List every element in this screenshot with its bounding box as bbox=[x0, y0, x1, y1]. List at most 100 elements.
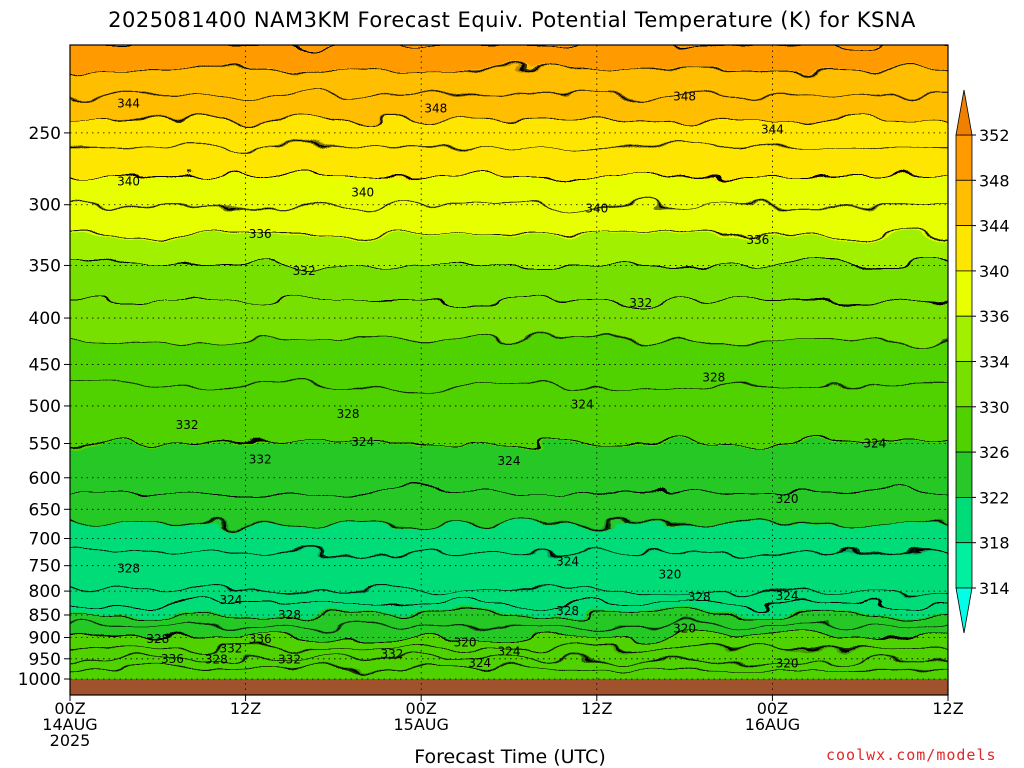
field-band bbox=[70, 225, 948, 230]
y-tick-label: 300 bbox=[29, 196, 61, 216]
field-band bbox=[70, 297, 948, 302]
field-band bbox=[70, 501, 948, 506]
field-band bbox=[70, 493, 948, 498]
contour-label: 324 bbox=[351, 435, 374, 449]
field-band bbox=[70, 125, 948, 130]
contour-label: 336 bbox=[746, 233, 769, 247]
field-band bbox=[70, 377, 948, 382]
x-tick-label: 2025 bbox=[50, 731, 91, 750]
contour-label: 320 bbox=[776, 657, 799, 671]
field-band bbox=[70, 169, 948, 174]
field-band bbox=[70, 285, 948, 290]
y-tick-label: 950 bbox=[29, 650, 61, 670]
field-band bbox=[70, 533, 948, 538]
field-band bbox=[70, 485, 948, 490]
field-band bbox=[70, 321, 948, 326]
y-tick-label: 900 bbox=[29, 628, 61, 648]
field-band bbox=[70, 457, 948, 462]
field-band bbox=[70, 253, 948, 258]
contour-label: 328 bbox=[278, 608, 301, 622]
field-band bbox=[70, 405, 948, 410]
field-band bbox=[70, 89, 948, 94]
colorbar-segment bbox=[955, 496, 973, 544]
field-band bbox=[70, 513, 948, 518]
field-band bbox=[70, 521, 948, 526]
contour-label: 344 bbox=[761, 123, 784, 137]
x-tick-label: 15AUG bbox=[393, 715, 448, 734]
contour-label: 324 bbox=[220, 593, 243, 607]
colorbar-label: 330 bbox=[979, 398, 1010, 417]
y-tick-label: 850 bbox=[29, 606, 61, 626]
contour-label: 344 bbox=[117, 96, 140, 110]
x-tick-label: 00Z bbox=[54, 699, 85, 718]
contour-label: 324 bbox=[571, 397, 594, 411]
colorbar-label: 340 bbox=[979, 262, 1010, 281]
field-band bbox=[70, 121, 948, 126]
field-band bbox=[70, 117, 948, 122]
field-band bbox=[70, 109, 948, 114]
field-band bbox=[70, 97, 948, 102]
y-tick-label: 800 bbox=[29, 582, 61, 602]
colorbar-segment bbox=[955, 451, 973, 498]
field-band bbox=[70, 57, 948, 62]
field-band bbox=[70, 81, 948, 86]
field-band bbox=[70, 461, 948, 466]
field-band bbox=[70, 249, 948, 254]
field-band bbox=[70, 581, 948, 586]
plot-area bbox=[50, 25, 968, 695]
contour-label: 336 bbox=[249, 632, 272, 646]
field-band bbox=[70, 305, 948, 310]
x-tick-label: 00Z bbox=[757, 699, 788, 718]
y-tick-label: 450 bbox=[29, 355, 61, 375]
field-band bbox=[70, 373, 948, 378]
field-band bbox=[70, 333, 948, 338]
field-band bbox=[70, 317, 948, 322]
colorbar-segment bbox=[955, 225, 973, 272]
contour-label: 320 bbox=[454, 636, 477, 650]
field-band bbox=[70, 577, 948, 582]
field-band bbox=[70, 189, 948, 194]
field-band bbox=[70, 525, 948, 530]
field-band bbox=[50, 25, 968, 30]
field-band bbox=[70, 553, 948, 558]
field-band bbox=[70, 633, 948, 638]
field-band bbox=[70, 133, 948, 138]
field-band bbox=[70, 473, 948, 478]
field-band bbox=[70, 221, 948, 226]
colorbar-label: 352 bbox=[979, 126, 1010, 145]
field-band bbox=[70, 549, 948, 554]
field-band bbox=[70, 465, 948, 470]
y-tick-label: 250 bbox=[29, 124, 61, 144]
field-band bbox=[70, 629, 948, 634]
field-band bbox=[70, 661, 948, 666]
contour-label: 332 bbox=[380, 647, 403, 661]
field-band bbox=[70, 65, 948, 70]
contour-label: 324 bbox=[863, 436, 886, 450]
field-band bbox=[70, 269, 948, 274]
field-band bbox=[70, 165, 948, 170]
y-tick-label: 750 bbox=[29, 557, 61, 577]
field-band bbox=[70, 421, 948, 426]
contour-label: 336 bbox=[161, 652, 184, 666]
contour-label: 324 bbox=[776, 589, 799, 603]
field-band bbox=[70, 477, 948, 482]
field-band bbox=[70, 429, 948, 434]
field-band bbox=[70, 417, 948, 422]
field-band bbox=[70, 45, 948, 50]
field-band bbox=[70, 237, 948, 242]
field-band bbox=[70, 529, 948, 534]
ground-strip bbox=[70, 679, 948, 695]
field-band bbox=[70, 425, 948, 430]
contour-label: 340 bbox=[117, 175, 140, 189]
colorbar-max-arrow bbox=[955, 89, 973, 136]
field-band bbox=[70, 593, 948, 598]
field-band bbox=[70, 449, 948, 454]
field-band bbox=[70, 313, 948, 318]
contour-label: 332 bbox=[220, 641, 243, 655]
y-tick-label: 500 bbox=[29, 397, 61, 417]
field-band bbox=[70, 609, 948, 614]
contour-label: 320 bbox=[659, 568, 682, 582]
field-band bbox=[70, 385, 948, 390]
field-band bbox=[70, 217, 948, 222]
field-band bbox=[70, 273, 948, 278]
